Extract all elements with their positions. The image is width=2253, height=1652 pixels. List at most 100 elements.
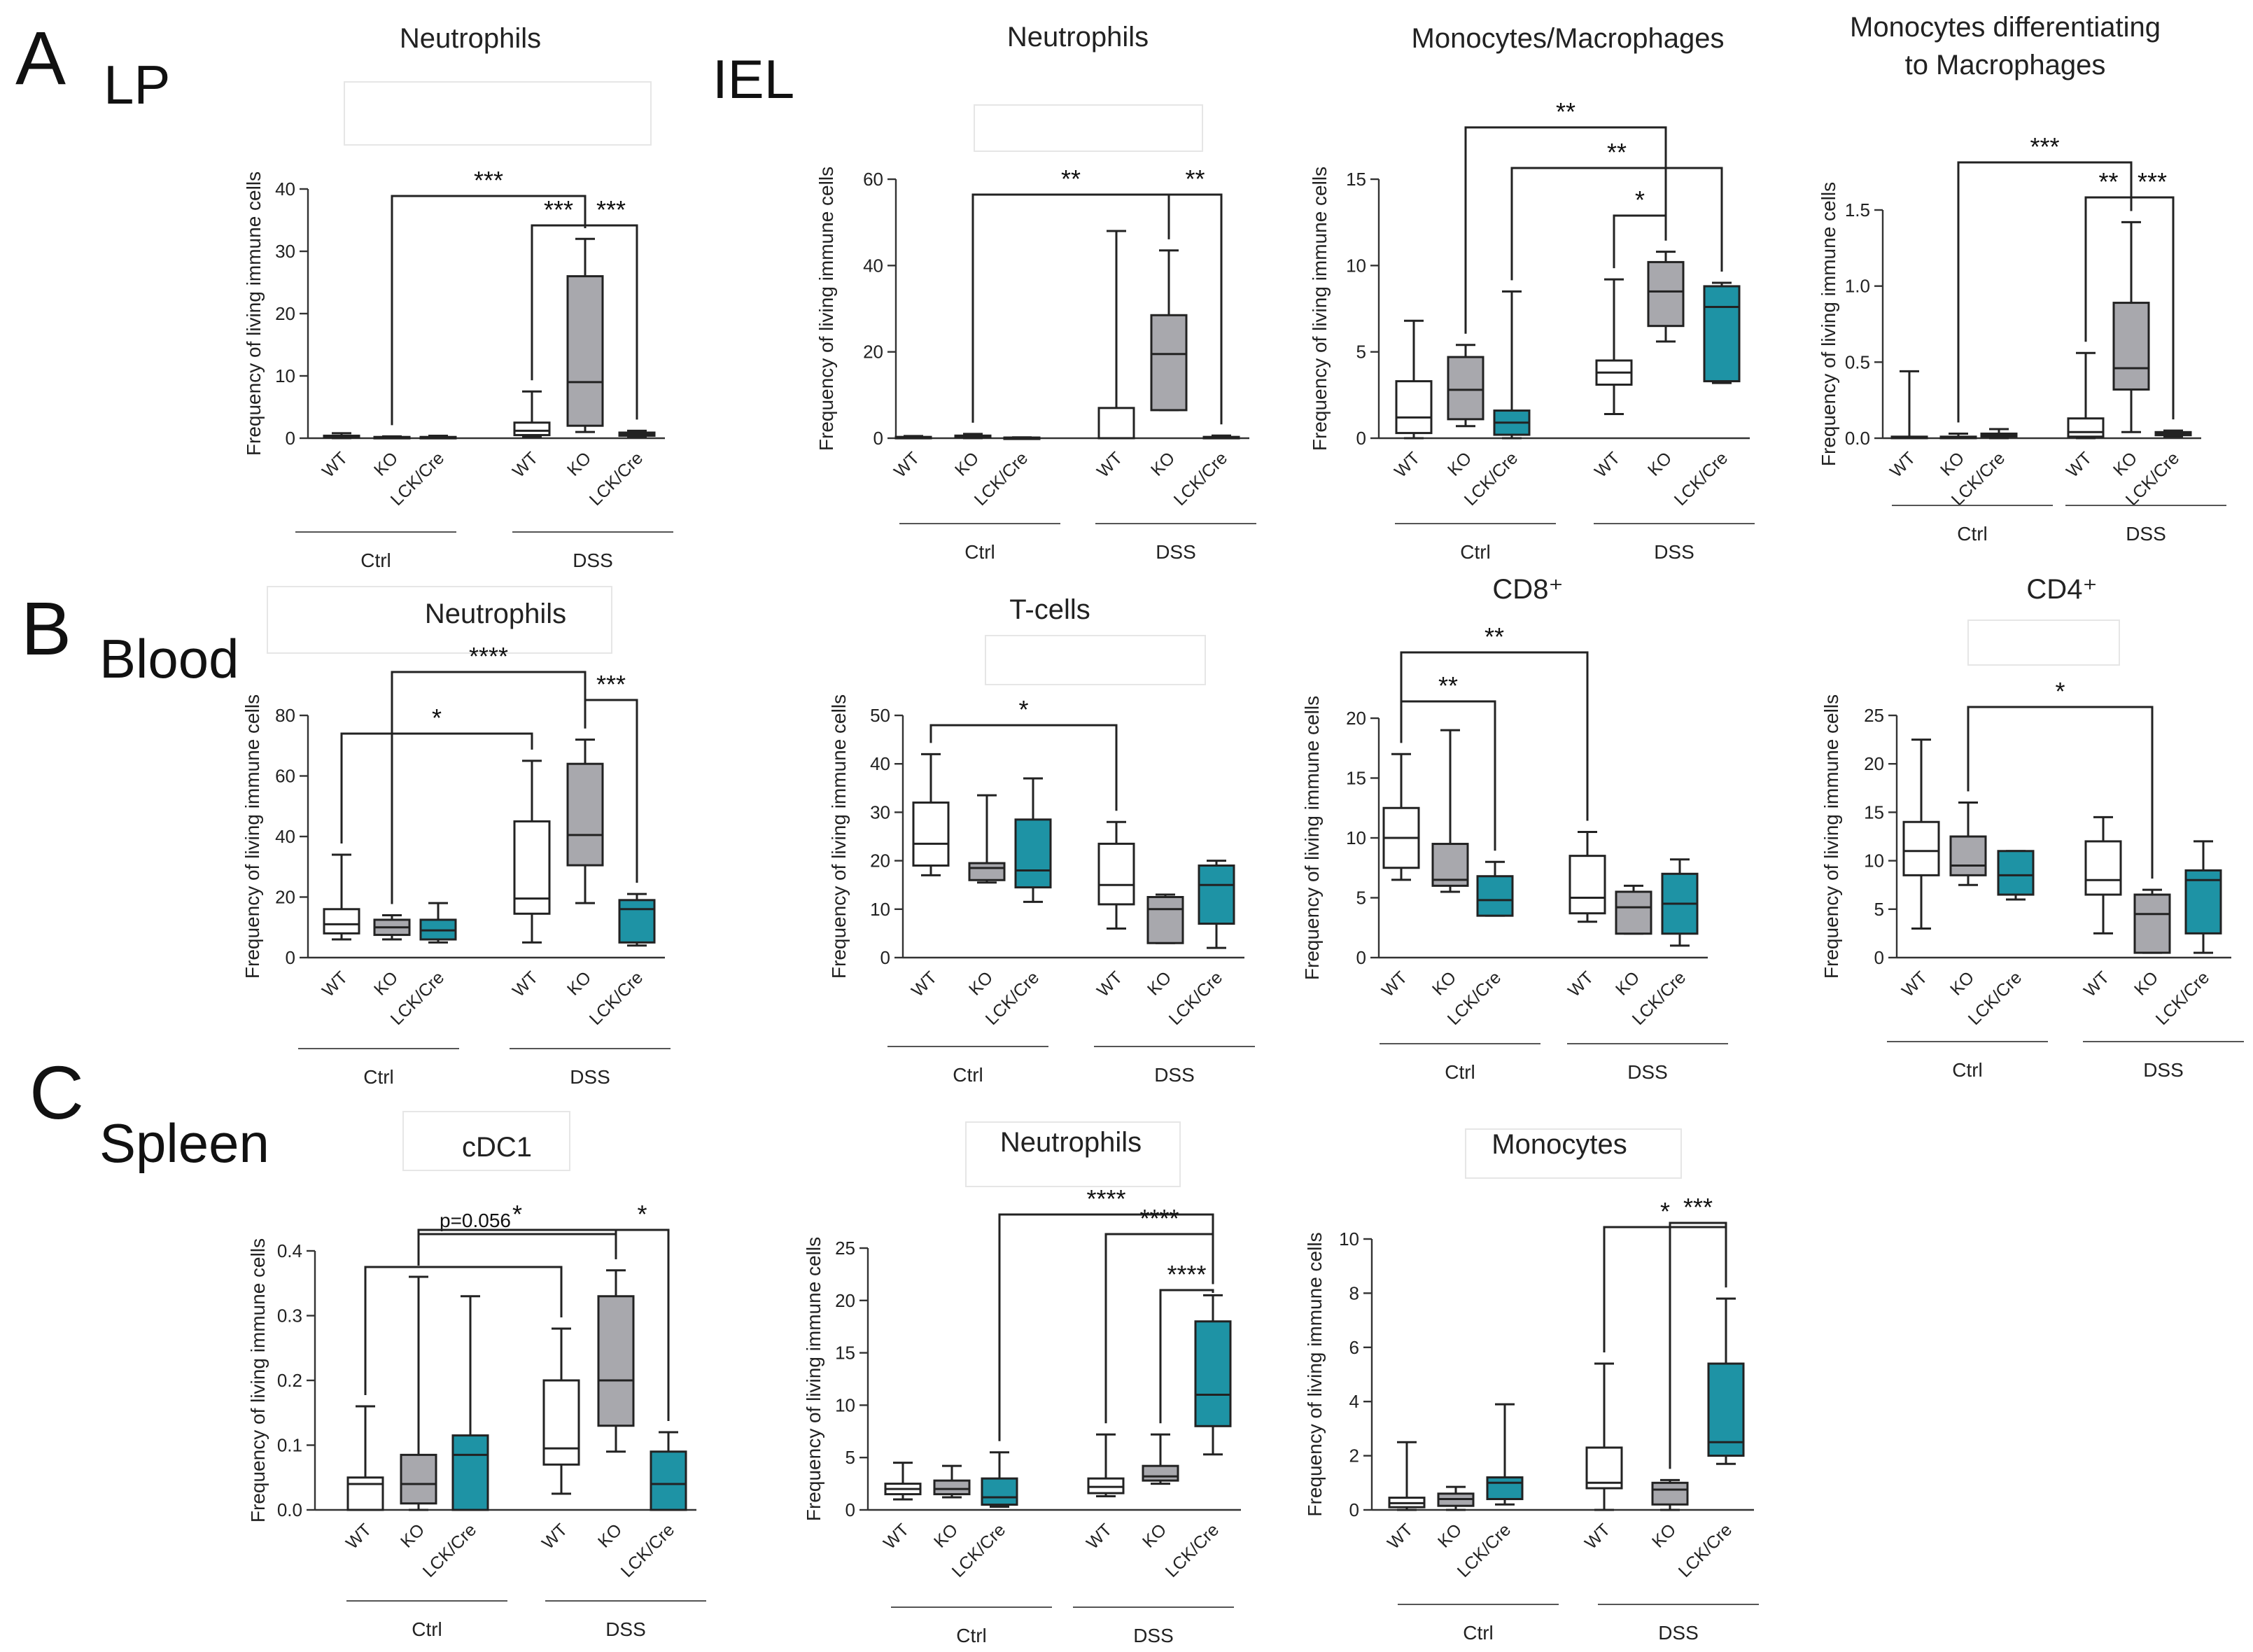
y-tick-label: 10 — [870, 899, 890, 920]
y-tick-label: 25 — [1864, 705, 1884, 726]
box-iqr — [1014, 818, 1052, 889]
box-iqr — [1146, 896, 1184, 944]
box-iqr — [1568, 855, 1606, 915]
box-ko-dss — [1651, 1478, 1689, 1511]
category-label: WT — [2080, 967, 2113, 1000]
significance-label: * — [1018, 695, 1028, 724]
box-iqr — [912, 802, 950, 867]
box-lck-cre-dss — [650, 1431, 687, 1511]
category-label: KO — [370, 448, 402, 479]
box-iqr — [1150, 314, 1188, 412]
box-lck-cre-dss — [618, 429, 656, 438]
category-label: LCK/Cre — [586, 967, 647, 1029]
box-iqr — [618, 899, 656, 944]
category-label: WT — [509, 967, 542, 1000]
category-label: KO — [1434, 1520, 1466, 1551]
title-frame — [974, 104, 1203, 152]
box-iqr — [2133, 893, 2171, 954]
group-label: DSS — [1654, 541, 1694, 563]
category-label: LCK/Cre — [1965, 967, 2026, 1029]
category-label: LCK/Cre — [1671, 448, 1732, 510]
y-tick-label: 5 — [1874, 899, 1884, 920]
y-tick-label: 4 — [1349, 1391, 1359, 1412]
category-label: WT — [1391, 448, 1424, 481]
box-iqr — [1486, 1476, 1524, 1501]
y-tick-label: 0 — [286, 428, 295, 449]
y-tick-label: 0 — [1349, 1499, 1359, 1520]
chart-title: to Macrophages — [1905, 50, 2106, 80]
box-wt-dss — [1097, 820, 1135, 930]
box-ko-dss — [597, 1269, 635, 1453]
box-iqr — [933, 1479, 971, 1496]
category-label: WT — [318, 967, 351, 1000]
chart-title: T-cells — [1009, 594, 1090, 625]
y-axis-label: Frequency of living immune cells — [243, 172, 265, 456]
significance-bracket — [1669, 1222, 1727, 1469]
category-label: LCK/Cre — [948, 1520, 1010, 1581]
y-tick-label: 0.3 — [277, 1306, 302, 1326]
category-label: KO — [1937, 448, 1968, 479]
category-label: WT — [1384, 1520, 1417, 1553]
section-label-lp: LP — [104, 54, 170, 115]
box-iqr — [1703, 285, 1741, 383]
box-iqr — [1949, 835, 1987, 876]
y-axis-label: Frequency of living immune cells — [815, 167, 837, 451]
category-label: KO — [1144, 967, 1175, 999]
box-lck-cre-dss — [1198, 860, 1235, 949]
category-label: WT — [1591, 448, 1624, 481]
y-tick-label: 15 — [835, 1343, 855, 1364]
box-iqr — [1707, 1362, 1745, 1457]
box-ko-ctrl — [400, 1275, 437, 1511]
box-lck-cre-dss — [2184, 840, 2222, 954]
box-wt-ctrl — [1395, 319, 1433, 440]
significance-label: * — [432, 704, 442, 732]
significance-label: *** — [1683, 1193, 1713, 1222]
group-label: Ctrl — [953, 1064, 983, 1086]
box-lck-cre-ctrl — [1493, 290, 1531, 440]
y-tick-label: 80 — [275, 705, 295, 726]
panel-letter-c: C — [29, 1050, 84, 1135]
box-iqr — [1395, 380, 1433, 435]
y-axis-label: Frequency of living immune cells — [1818, 182, 1839, 466]
y-axis-label: Frequency of living immune cells — [1304, 1232, 1326, 1516]
title-frame — [965, 1121, 1181, 1187]
significance-label: ** — [2098, 167, 2118, 196]
chart-blood-neutrophils: Neutrophils 0 20 40 60 80 Frequency of living … — [241, 598, 671, 1088]
box-lck-cre-ctrl — [419, 434, 457, 440]
box-iqr — [1097, 842, 1135, 906]
y-tick-label: 10 — [1346, 255, 1366, 276]
category-label: KO — [1946, 967, 1978, 999]
box-wt-dss — [1097, 230, 1135, 440]
box-iqr — [1447, 356, 1485, 421]
group-label: DSS — [1658, 1622, 1699, 1644]
box-ko-dss — [1146, 893, 1184, 944]
category-label: LCK/Cre — [1165, 967, 1227, 1029]
group-label: Ctrl — [1445, 1061, 1475, 1083]
y-tick-label: 0 — [286, 947, 295, 968]
category-label: LCK/Cre — [419, 1520, 481, 1581]
category-label: KO — [594, 1520, 626, 1551]
y-tick-label: 8 — [1349, 1282, 1359, 1303]
title-frame — [344, 81, 652, 146]
group-label: DSS — [2143, 1059, 2184, 1081]
category-label: KO — [370, 967, 402, 999]
title-frame — [1967, 620, 2120, 666]
significance-bracket — [1967, 706, 2154, 879]
box-iqr — [1585, 1446, 1623, 1490]
chart-blood-cd4: CD4⁺ 0 5 10 15 20 25 Frequency of living immune… — [1820, 574, 2244, 1081]
category-label: LCK/Cre — [1170, 448, 1232, 510]
significance-label: **** — [469, 642, 508, 671]
chart-blood-tcells: T-cells 0 10 20 30 40 50 Frequency of living im… — [828, 594, 1255, 1086]
box-wt-dss — [513, 390, 551, 438]
box-lck-cre-ctrl — [451, 1295, 489, 1511]
group-label: DSS — [1627, 1061, 1668, 1083]
box-iqr — [1097, 407, 1135, 440]
chart-spleen-monocytes: Monocytes 0 2 4 6 8 10 Frequency of living immu… — [1304, 1129, 1759, 1644]
box-ko-ctrl — [1939, 432, 1977, 440]
y-axis-label: Frequency of living immune cells — [828, 694, 850, 979]
y-tick-label: 0.1 — [277, 1435, 302, 1456]
box-lck-cre-ctrl — [1997, 850, 2035, 901]
group-label: Ctrl — [412, 1618, 442, 1640]
y-tick-label: 15 — [1346, 768, 1366, 789]
